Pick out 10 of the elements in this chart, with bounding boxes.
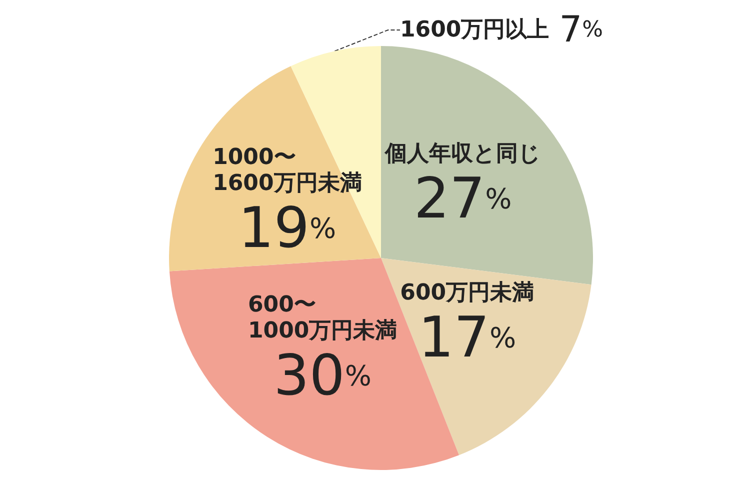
data-label: 17% bbox=[418, 305, 516, 370]
slice-label: 1000〜 1600万円未満 bbox=[212, 145, 362, 196]
data-label: 27% bbox=[414, 166, 512, 232]
slice-label: 600〜 1000万円未満 bbox=[248, 292, 398, 344]
slice-label: 1600万円以上 bbox=[400, 18, 550, 42]
data-label: 19% bbox=[238, 196, 336, 262]
data-label: 7% bbox=[559, 10, 604, 50]
slice-label: 600万円未満 bbox=[400, 280, 534, 306]
data-label: 30% bbox=[274, 344, 372, 409]
slice-label: 個人年収と同じ bbox=[384, 141, 541, 166]
